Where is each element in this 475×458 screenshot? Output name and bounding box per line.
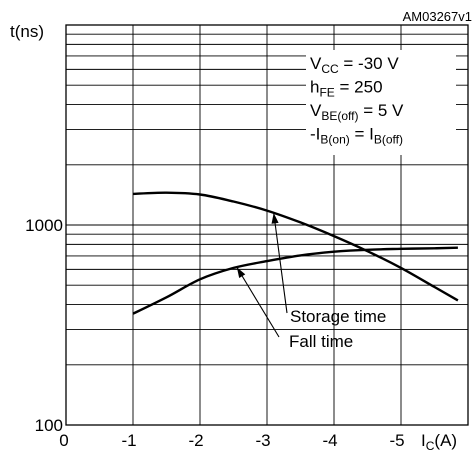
series-line-storage-time (132, 191, 459, 302)
x-tick-label: -3 (255, 431, 270, 450)
condition-subscript: FE (319, 86, 334, 100)
condition-text: = 250 (335, 78, 383, 97)
curves (132, 191, 459, 315)
plot-frame (65, 24, 469, 426)
condition-line: VBE(off) = 5 V (310, 101, 404, 123)
x-axis-label-main: I (421, 431, 426, 450)
x-tick-label: -2 (188, 431, 203, 450)
annotation-label: Fall time (289, 332, 353, 351)
x-tick-label: 0 (59, 431, 68, 450)
annotation-arrowhead (236, 267, 246, 278)
y-tick-label: 100 (35, 416, 63, 435)
conditions-box (306, 50, 456, 155)
condition-subscript: BE(off) (321, 109, 358, 123)
annotation-label: Storage time (290, 307, 386, 326)
condition-text: = 5 V (358, 101, 404, 120)
annotation-arrowhead (271, 212, 279, 224)
grid-lines (66, 25, 468, 425)
condition-line: hFE = 250 (310, 78, 383, 100)
condition-line: -IB(on) = IB(off) (310, 125, 403, 147)
y-tick-labels: 1000 100 (25, 216, 63, 435)
annotations: Storage time Fall time (236, 212, 386, 351)
condition-text: -I (310, 125, 320, 144)
x-axis-label-unit: (A) (434, 431, 457, 450)
condition-text: V (310, 54, 322, 73)
annotation-arrow-line (273, 212, 288, 314)
x-tick-labels: 0 -1 -2 -3 -4 -5 (59, 431, 404, 450)
condition-text: = -30 V (339, 54, 400, 73)
y-axis-label: t(ns) (10, 22, 44, 41)
x-axis-label-subscript: C (426, 439, 435, 453)
x-axis-label: IC(A) (421, 431, 457, 453)
y-tick-label: 1000 (25, 216, 63, 235)
condition-subscript: CC (321, 62, 339, 76)
annotation-arrow-line (236, 266, 280, 338)
x-tick-label: -5 (389, 431, 404, 450)
series-line-fall-time (132, 246, 458, 315)
figure-code: AM03267v1 (403, 9, 472, 24)
x-tick-label: -1 (121, 431, 136, 450)
x-tick-label: -4 (322, 431, 337, 450)
condition-subscript: B(on) (320, 133, 349, 147)
condition-text: = I (350, 125, 374, 144)
condition-subscript: B(off) (374, 133, 403, 147)
condition-text: V (310, 101, 322, 120)
condition-line: VCC = -30 V (310, 54, 399, 76)
condition-text: h (310, 78, 319, 97)
